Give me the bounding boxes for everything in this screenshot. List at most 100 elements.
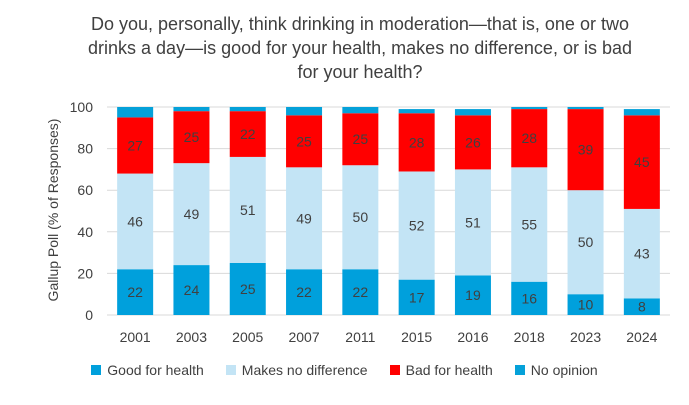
data-label: 46 (127, 213, 143, 229)
x-tick-label: 2024 (626, 329, 657, 345)
bar-segment (454, 109, 491, 116)
bar-segment (286, 269, 323, 315)
bar-segment (623, 208, 660, 299)
bar-segment (398, 113, 435, 172)
data-label: 39 (578, 142, 594, 158)
data-label: 25 (240, 281, 256, 297)
y-tick-label: 40 (77, 224, 93, 240)
bar-segment (117, 173, 154, 270)
data-label: 28 (521, 130, 537, 146)
x-tick-label: 2015 (401, 329, 432, 345)
y-tick-label: 20 (77, 265, 93, 281)
chart-title-line-1: Do you, personally, think drinking in mo… (91, 14, 629, 34)
legend-item: No opinion (514, 362, 598, 378)
bar-segment (117, 117, 154, 174)
data-label: 22 (127, 284, 143, 300)
bar-segment (398, 171, 435, 280)
legend-label: Bad for health (405, 362, 493, 378)
bar-segment (229, 111, 266, 157)
bar-segment (342, 269, 379, 315)
bar-segment (173, 265, 210, 315)
data-label: 8 (638, 299, 646, 315)
data-label: 25 (296, 133, 312, 149)
legend-label: Makes no difference (241, 362, 368, 378)
bar-segment (173, 107, 210, 112)
bars (117, 107, 660, 315)
bar-segment (567, 109, 604, 191)
bar-segment (511, 109, 548, 168)
y-axis-label: Gallup Poll (% of Responses) (45, 119, 61, 302)
legend-swatch (514, 365, 525, 375)
legend-swatch (225, 365, 236, 375)
data-label: 51 (465, 214, 481, 230)
data-label: 19 (465, 287, 481, 303)
data-label: 51 (240, 202, 256, 218)
data-label: 25 (353, 131, 369, 147)
legend-swatch (389, 365, 400, 375)
bar-segment (286, 107, 323, 116)
data-label: 45 (634, 154, 650, 170)
data-label: 17 (409, 289, 425, 305)
data-label: 24 (184, 282, 200, 298)
x-tick-label: 2005 (232, 329, 263, 345)
x-tick-label: 2016 (457, 329, 488, 345)
chart-title-line-3: for your health? (297, 62, 423, 82)
data-label: 50 (578, 234, 594, 250)
data-labels: 22 46 27 24 49 25 25 51 22 22 49 25 22 50 25 17 52 28 19 51… (127, 126, 649, 315)
data-label: 50 (353, 209, 369, 225)
bar-segment (398, 279, 435, 315)
data-label: 27 (127, 137, 143, 153)
data-label: 26 (465, 134, 481, 150)
bar-segment (454, 169, 491, 276)
data-label: 52 (409, 218, 425, 234)
axes: 0 20 40 60 80 100 2001 2003 2005 2007 2011 2015 2016… (70, 99, 658, 345)
y-tick-label: 100 (70, 99, 94, 115)
bar-segment (229, 107, 266, 112)
legend-label: No opinion (530, 362, 598, 378)
legend-label: Good for health (107, 362, 204, 378)
data-label: 25 (184, 129, 200, 145)
legend-item: Bad for health (389, 362, 493, 378)
bar-segment (454, 275, 491, 315)
data-label: 22 (353, 284, 369, 300)
bar-segment (623, 109, 660, 116)
data-label: 49 (184, 206, 200, 222)
bar-segment (454, 115, 491, 170)
legend-swatch (91, 365, 102, 375)
x-tick-label: 2011 (345, 329, 375, 345)
bar-segment (342, 107, 379, 114)
bar-segment (511, 167, 548, 282)
bar-segment (342, 113, 379, 166)
chart-title: Do you, personally, think drinking in mo… (40, 12, 680, 84)
bar-segment (173, 163, 210, 266)
bar-segment (229, 263, 266, 315)
data-label: 16 (521, 290, 537, 306)
x-tick-label: 2007 (288, 329, 319, 345)
data-label: 49 (296, 210, 312, 226)
bar-segment (567, 190, 604, 295)
data-label: 43 (634, 246, 650, 262)
y-tick-label: 0 (85, 307, 93, 323)
bar-segment (511, 281, 548, 315)
chart-title-line-2: drinks a day—is good for your health, ma… (88, 38, 632, 58)
bar-segment (173, 111, 210, 164)
data-label: 28 (409, 134, 425, 150)
data-label: 55 (521, 217, 537, 233)
data-label: 22 (296, 284, 312, 300)
bar-segment (117, 269, 154, 315)
bar-segment (567, 107, 604, 110)
bar-segment (567, 294, 604, 315)
bar-segment (286, 167, 323, 270)
y-tick-label: 60 (77, 182, 93, 198)
x-tick-label: 2001 (120, 329, 151, 345)
bar-segment (229, 156, 266, 263)
x-tick-label: 2018 (514, 329, 545, 345)
x-tick-label: 2023 (570, 329, 601, 345)
y-tick-label: 80 (77, 141, 93, 157)
data-label: 10 (578, 297, 594, 313)
legend: Good for health Makes no difference Bad fo… (0, 362, 689, 378)
bar-segment (117, 107, 154, 118)
bar-segment (623, 298, 660, 315)
legend-item: Good for health (91, 362, 204, 378)
